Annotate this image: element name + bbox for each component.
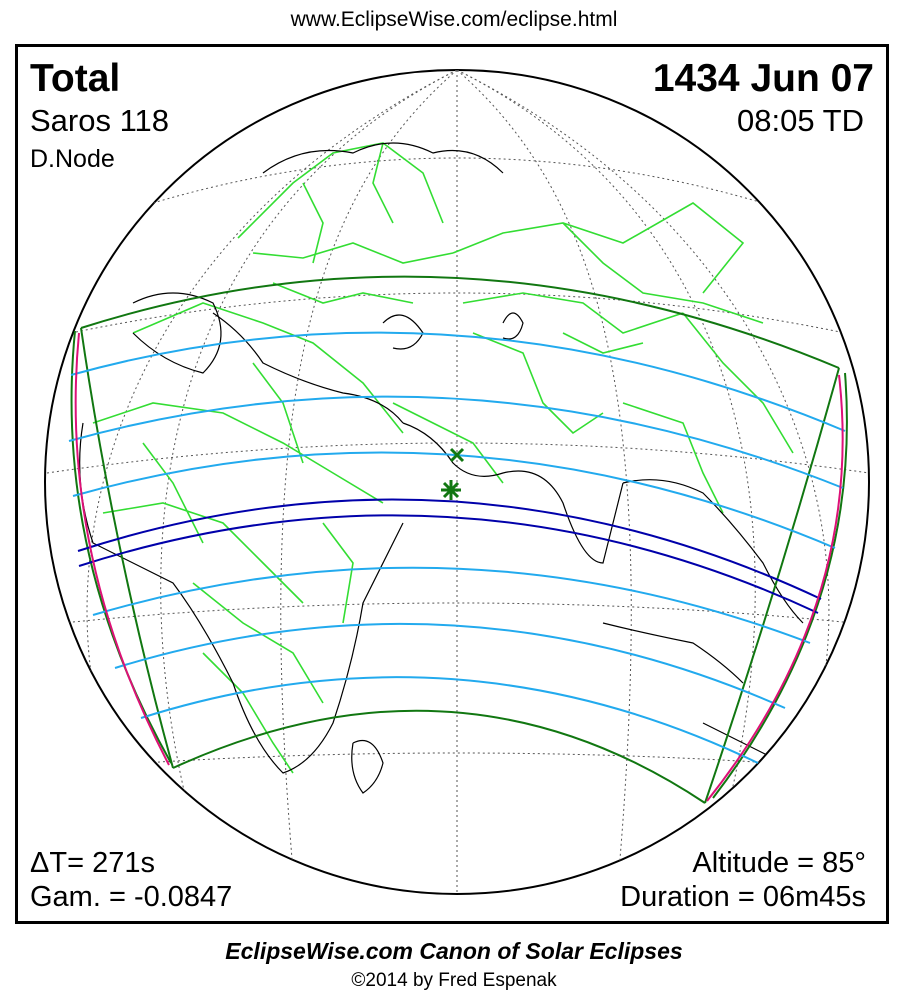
eclipse-type: Total: [30, 57, 121, 100]
totality-duration: Duration = 06m45s: [620, 881, 866, 913]
country-borders: [92, 142, 794, 774]
node-label: D.Node: [30, 145, 115, 173]
eclipse-time: 08:05 TD: [737, 103, 864, 138]
gamma-value: Gam. = -0.0847: [30, 881, 233, 913]
copyright-notice: ©2014 by Fred Espenak: [351, 970, 557, 991]
sun-altitude: Altitude = 85°: [692, 847, 866, 879]
partial-contours: [68, 331, 846, 764]
delta-t: ΔT= 271s: [30, 847, 155, 879]
saros-number: Saros 118: [30, 103, 170, 138]
eclipse-date: 1434 Jun 07: [652, 57, 874, 100]
canon-title: EclipseWise.com Canon of Solar Eclipses: [225, 938, 683, 964]
globe-map: [44, 69, 870, 895]
eclipse-map-frame: Total 1434 Jun 07 Saros 118 08:05 TD D.N…: [15, 44, 889, 924]
totality-path: [77, 498, 822, 614]
sub-solar-point-marker: [449, 447, 465, 463]
rise-set-curves: [74, 332, 844, 802]
greatest-eclipse-marker: [441, 480, 461, 500]
source-url[interactable]: www.EclipseWise.com/eclipse.html: [290, 8, 618, 31]
